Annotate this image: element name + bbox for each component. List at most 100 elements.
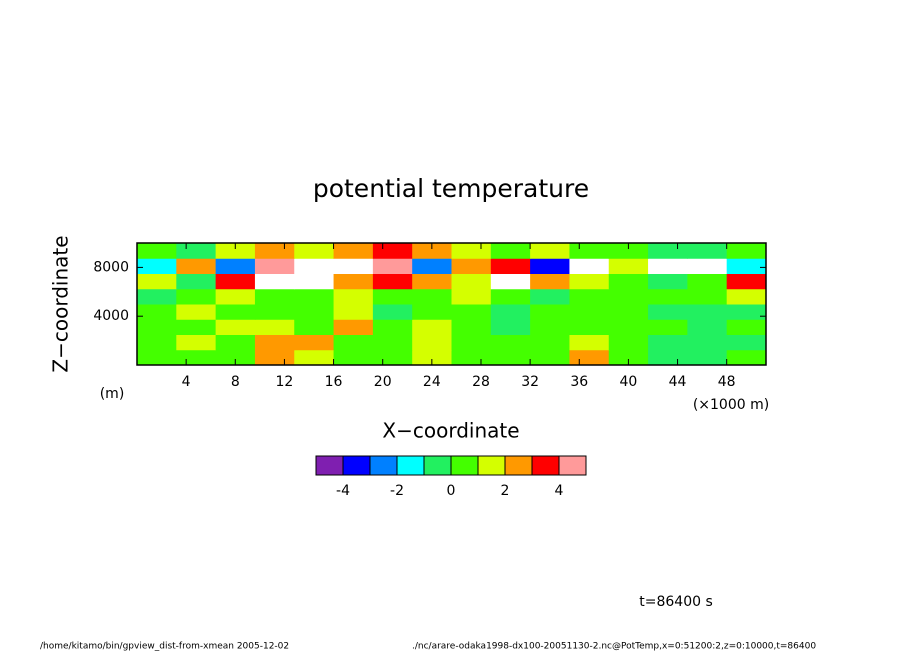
field-cell <box>254 319 295 335</box>
field-cell <box>530 349 570 366</box>
chart-title: potential temperature <box>313 174 589 203</box>
field-cell <box>569 288 610 305</box>
y-tick-label: 4000 <box>93 308 129 324</box>
field-cell <box>176 304 217 320</box>
field-cell <box>176 243 217 259</box>
field-cell <box>687 258 728 274</box>
field-cell <box>176 319 217 335</box>
field-cell <box>372 349 413 366</box>
field-cell <box>333 258 374 274</box>
x-tick-label: 28 <box>472 374 490 390</box>
field-cell <box>333 273 374 290</box>
field-cell <box>254 304 295 320</box>
footer-right: ./nc/arare-odaka1998-dx100-20051130-2.nc… <box>412 642 816 652</box>
field-cell <box>648 319 688 335</box>
field-cell <box>412 349 452 366</box>
colorbar-tick-label: 0 <box>447 483 456 499</box>
field-cell <box>451 319 492 335</box>
field-cell <box>333 334 374 351</box>
field-cell <box>137 243 177 259</box>
field-cell <box>648 243 688 259</box>
colorbar-box <box>423 455 452 476</box>
x-tick-label: 40 <box>619 374 637 390</box>
colorbar-box <box>558 455 587 476</box>
field-cell <box>294 243 335 259</box>
field-cell <box>490 319 531 335</box>
field-cell <box>372 304 413 320</box>
field-cell <box>490 304 531 320</box>
field-cell <box>608 273 649 290</box>
field-cell <box>451 288 492 305</box>
field-cell <box>215 349 256 366</box>
field-cell <box>530 258 570 274</box>
colorbar-box <box>531 455 560 476</box>
field-cell <box>569 304 610 320</box>
field-cell <box>726 273 767 290</box>
x-axis-label: X−coordinate <box>382 419 519 443</box>
field-cell <box>294 304 335 320</box>
field-cell <box>648 334 688 351</box>
field-cell <box>687 243 728 259</box>
field-cell <box>176 288 217 305</box>
field-cell <box>608 288 649 305</box>
field-cell <box>726 319 767 335</box>
field-cell <box>687 334 728 351</box>
x-tick-label: 36 <box>570 374 588 390</box>
field-cell <box>412 243 452 259</box>
field-cell <box>530 273 570 290</box>
field-cell <box>569 349 610 366</box>
field-cell <box>333 288 374 305</box>
field-cell <box>726 349 767 366</box>
field-cell <box>215 319 256 335</box>
field-cell <box>726 334 767 351</box>
colorbar-box <box>315 455 344 476</box>
field-cell <box>726 258 767 274</box>
y-unit: (m) <box>100 386 125 402</box>
y-tick-label: 8000 <box>93 259 129 275</box>
field-cell <box>254 349 295 366</box>
field-cell <box>215 334 256 351</box>
field-cell <box>412 334 452 351</box>
field-cell <box>333 243 374 259</box>
field-cell <box>451 349 492 366</box>
field-cell <box>726 288 767 305</box>
field-cell <box>254 243 295 259</box>
field-cell <box>294 334 335 351</box>
field-cell <box>254 273 295 290</box>
field-cell <box>412 273 452 290</box>
field-cell <box>530 243 570 259</box>
field-cell <box>648 349 688 366</box>
x-tick-label: 20 <box>374 374 392 390</box>
field-cell <box>687 319 728 335</box>
x-tick-label: 32 <box>521 374 539 390</box>
colorbar-tick-label: -4 <box>336 483 350 499</box>
colorbar-box <box>396 455 425 476</box>
field-cell <box>372 288 413 305</box>
field-cell <box>412 258 452 274</box>
colorbar-box <box>504 455 533 476</box>
field-cell <box>254 258 295 274</box>
field-cell <box>137 319 177 335</box>
field-cell <box>294 349 335 366</box>
field-cell <box>333 304 374 320</box>
field-cell <box>726 243 767 259</box>
field-cell <box>648 258 688 274</box>
field-cell <box>254 334 295 351</box>
field-cell <box>490 273 531 290</box>
field-cell <box>687 304 728 320</box>
field-cell <box>372 319 413 335</box>
colorbar-tick-label: 2 <box>501 483 510 499</box>
plot-frame <box>136 242 767 366</box>
x-tick-label: 16 <box>325 374 343 390</box>
field-cell <box>372 258 413 274</box>
field-cell <box>569 273 610 290</box>
field-cell <box>530 334 570 351</box>
field-cell <box>608 349 649 366</box>
colorbar-tick-label: -2 <box>390 483 404 499</box>
field-cell <box>451 304 492 320</box>
y-axis-label: Z−coordinate <box>49 235 73 372</box>
field-cell <box>490 288 531 305</box>
field-cell <box>294 273 335 290</box>
